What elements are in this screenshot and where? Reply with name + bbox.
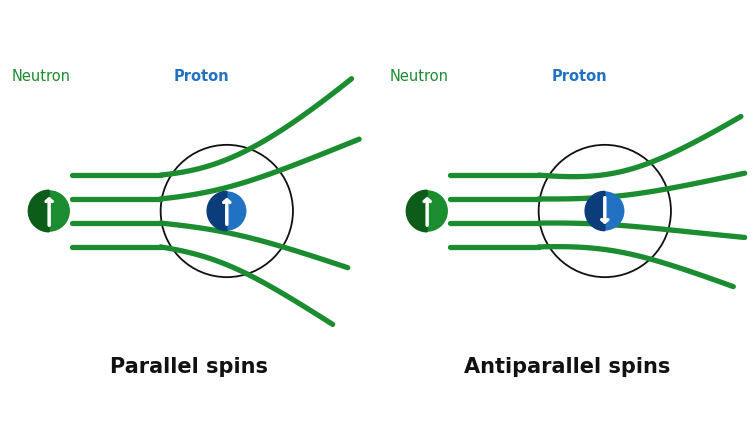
Circle shape [407,190,448,232]
Text: Neutron: Neutron [11,69,70,84]
Polygon shape [407,190,427,232]
Circle shape [29,190,70,232]
Text: Antiparallel spins: Antiparallel spins [464,357,670,377]
Polygon shape [207,191,227,231]
Polygon shape [585,191,605,231]
Polygon shape [29,190,49,232]
Text: Proton: Proton [174,69,230,84]
Text: Neutron: Neutron [389,69,448,84]
Circle shape [585,191,624,231]
Text: Proton: Proton [552,69,608,84]
Circle shape [207,191,246,231]
Text: Parallel spins: Parallel spins [110,357,268,377]
